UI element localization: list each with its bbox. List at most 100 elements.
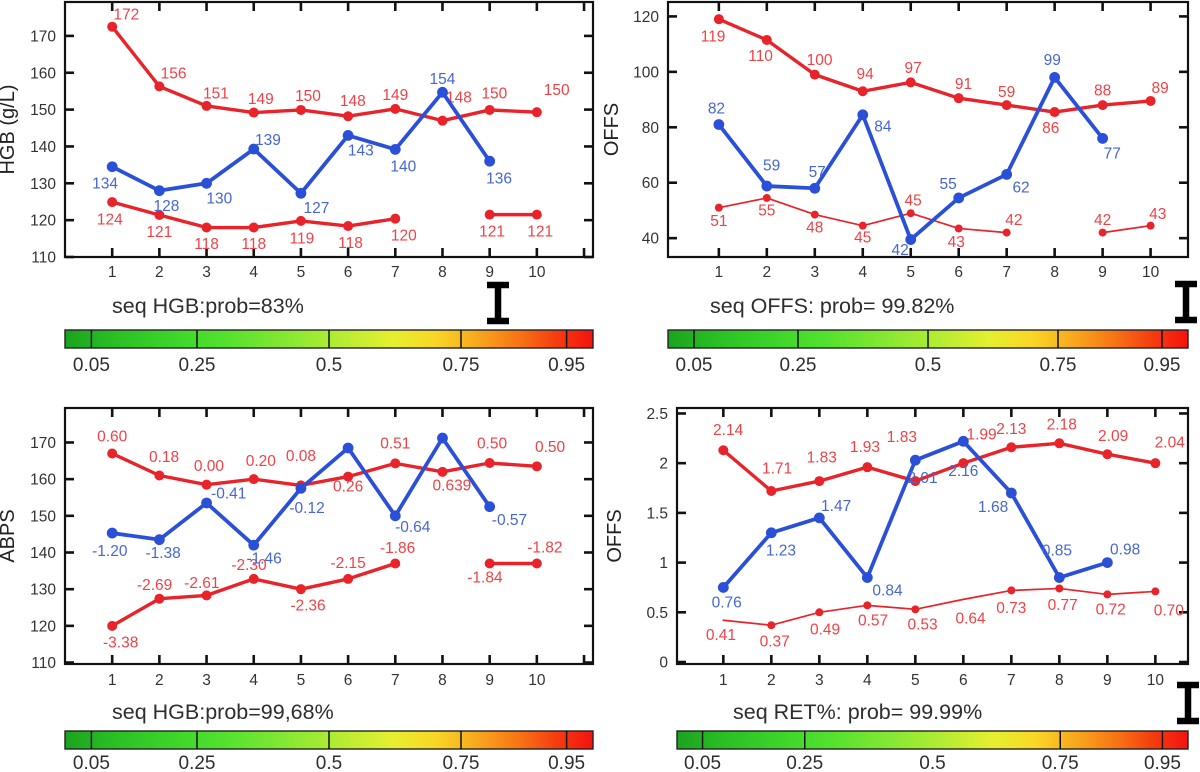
data-point-lower-red [343,221,354,232]
y-tick-label: 150 [30,508,56,525]
point-label-lower-red: -2.36 [290,598,325,615]
colorbar-tick-label: 0.25 [179,355,216,376]
colorbar-tick-label: 0.25 [780,355,817,376]
data-point-lower-red [1098,228,1107,237]
point-label-blue: 0.85 [1042,543,1072,560]
point-label-lower-red: 0.57 [858,612,888,629]
data-point-upper-red [1102,449,1113,460]
y-tick-label: 80 [642,120,660,137]
x-tick-label: 4 [858,264,867,281]
data-point-blue [248,143,260,155]
point-label-lower-red: 0.77 [1048,597,1078,614]
point-label-blue: 1.68 [978,499,1008,516]
point-label-lower-red: 0.53 [907,617,937,634]
data-point-lower-red [154,209,165,220]
point-label-upper-red: 2.13 [996,421,1026,438]
chart-svg-abps-bottom-left: 1 2 3 4 5 6 7 8 9 10 110 120 130 140 150 160 170 ABPS 0.60… [0,406,595,772]
series-line-upper-red [110,24,539,123]
x-tick-label: 10 [1142,264,1160,281]
point-label-upper-red: 94 [857,66,875,83]
data-point-lower-red [1002,228,1011,237]
data-point-lower-red [714,203,723,212]
x-tick-label: 7 [391,264,400,281]
y-tick-label: 40 [642,231,660,248]
data-point-blue [1101,557,1113,568]
data-point-lower-red [1146,221,1155,230]
series-line-upper-red [110,451,539,488]
point-label-upper-red: 2.14 [713,422,744,439]
point-label-blue: 84 [874,119,892,136]
data-point-upper-red [248,474,259,485]
x-tick-label: 2 [155,672,164,689]
point-label-upper-red: 0.00 [194,458,225,475]
point-label-blue: -1.20 [92,543,128,560]
y-tick-label: 160 [30,65,56,82]
point-label-blue: -0.12 [289,500,324,517]
point-label-upper-red: 150 [544,82,570,99]
x-tick-label: 6 [344,264,353,281]
data-point-blue [295,187,307,199]
data-point-blue [437,432,448,444]
data-point-upper-red [531,461,542,472]
data-point-upper-red [295,104,306,115]
point-label-upper-red: 149 [248,91,274,108]
x-tick-label: 6 [344,672,353,689]
point-label-lower-red: 45 [905,192,922,209]
colorbar-tick-label: 0.95 [1144,355,1181,376]
data-point-blue [1001,169,1013,180]
data-point-blue [1097,132,1109,144]
point-label-blue: 140 [390,159,416,176]
y-tick-label: 120 [30,213,56,230]
colorbar-tick-label: 0.75 [1042,753,1079,772]
plot-frame [675,406,1190,666]
x-tick-label: 4 [249,672,258,689]
data-point-upper-red [761,34,772,45]
data-point-upper-red [343,111,354,122]
data-point-lower-red [107,197,118,208]
data-point-upper-red [814,476,825,487]
series-line-lower-red [722,587,1157,627]
x-tick-label: 9 [485,672,494,689]
x-tick-label: 6 [954,264,963,281]
x-tick-label: 5 [297,672,306,689]
plot-frame [666,0,1190,259]
chart-caption: seq OFFS: prob= 99.82% [710,294,954,318]
point-label-upper-red: 156 [161,65,187,82]
x-tick-label: 8 [1055,672,1064,689]
data-point-upper-red [201,100,212,111]
point-label-lower-red: -1.84 [467,569,503,586]
point-label-blue: 143 [348,143,374,160]
data-point-upper-red [862,462,873,473]
y-tick-label: 0.5 [646,605,668,622]
point-label-blue: 2.16 [948,463,978,480]
data-point-lower-red [248,573,259,584]
data-point-lower-red [858,221,867,230]
colorbar-tick-label: 0.5 [316,753,342,772]
x-tick-label: 3 [202,264,211,281]
data-point-blue [389,510,401,522]
x-tick-label: 5 [297,264,306,281]
data-point-blue [484,155,496,167]
data-point-upper-red [201,479,212,490]
errorbar-icon [1175,280,1197,324]
data-point-blue [106,161,118,173]
y-axis-label: ABPS [0,509,19,562]
x-tick-label: 10 [528,264,546,281]
point-label-upper-red: 88 [1094,83,1111,100]
point-label-upper-red: 0.51 [380,436,410,453]
point-label-upper-red: 100 [807,52,833,69]
colorbar-tick-label: 0.25 [179,753,216,772]
data-point-lower-red [107,620,118,631]
point-label-blue: 127 [304,200,330,217]
data-point-blue [342,129,354,141]
point-label-upper-red: 0.60 [97,429,128,446]
data-point-blue [857,109,869,121]
y-tick-label: 1 [659,555,668,572]
point-label-lower-red: 55 [758,202,775,219]
point-label-blue: 0.76 [712,594,742,611]
data-point-blue [437,86,448,98]
point-label-blue: 99 [1044,52,1061,69]
y-axis-label: HGB (g/L) [0,84,19,174]
x-tick-label: 6 [959,672,968,689]
data-point-upper-red [953,93,964,104]
